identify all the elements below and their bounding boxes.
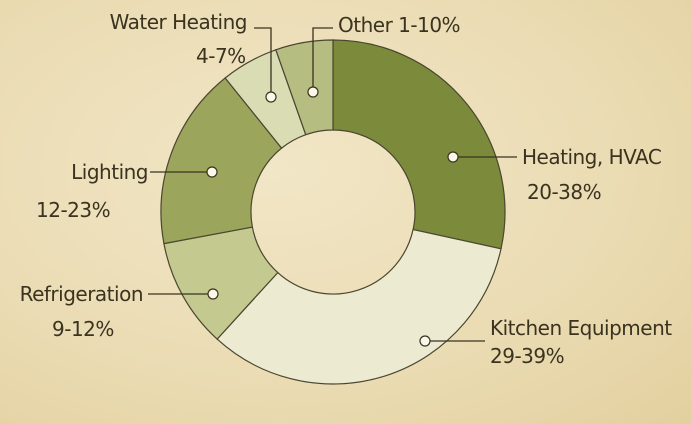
leader-line [312, 27, 333, 92]
leader-dot [447, 151, 459, 163]
slice-name: Water Heating [109, 10, 248, 34]
leader-dot [207, 288, 219, 300]
donut-segment [275, 39, 334, 136]
slice-range: 1-10% [398, 13, 461, 37]
leader-dot [206, 166, 218, 178]
slice-label: Other 1-10% [338, 11, 461, 39]
slice-name: Heating, HVAC [522, 145, 662, 169]
slice-label: Kitchen Equipment 29-39% [490, 314, 690, 370]
leader-dot [419, 335, 431, 347]
slice-name: Refrigeration [19, 282, 144, 306]
slice-name: Lighting [71, 160, 148, 184]
slice-range: 12-23% [36, 198, 111, 222]
slice-name: Kitchen Equipment [490, 316, 672, 340]
leader-dot [265, 91, 277, 103]
slice-range: 4-7% [196, 44, 246, 68]
leader-dot [307, 86, 319, 98]
leader-line [254, 27, 272, 97]
donut-segment [160, 77, 283, 245]
slice-range: 9-12% [52, 317, 114, 341]
slice-name: Other [338, 13, 393, 37]
donut-segment [332, 39, 506, 250]
slice-range: 20-38% [527, 180, 602, 204]
slice-range: 29-39% [490, 344, 565, 368]
donut-segment [216, 228, 502, 385]
